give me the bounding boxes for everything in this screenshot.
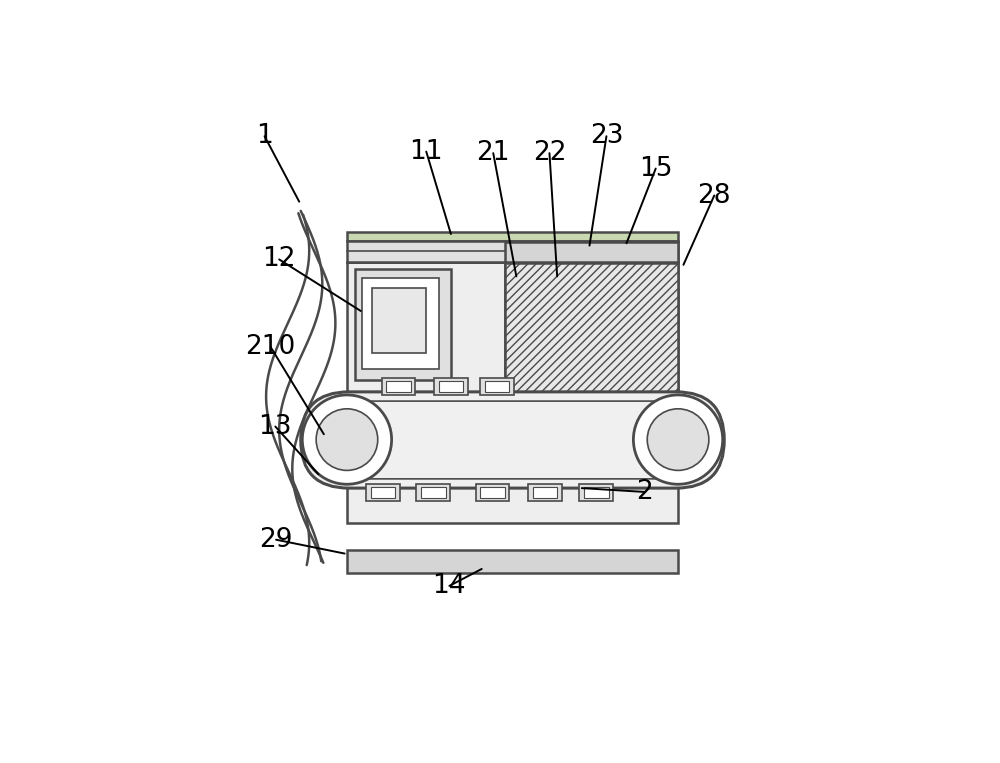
Bar [371, 488, 395, 498]
Circle shape [316, 409, 378, 471]
Bar [372, 288, 426, 353]
Bar [480, 378, 514, 395]
Text: 23: 23 [590, 123, 623, 150]
Bar [362, 278, 439, 369]
FancyBboxPatch shape [301, 392, 724, 488]
Text: 21: 21 [477, 140, 510, 166]
Text: 11: 11 [410, 139, 443, 165]
Text: 28: 28 [697, 182, 731, 208]
Bar [480, 488, 505, 498]
Text: 29: 29 [259, 526, 293, 552]
Bar [347, 549, 678, 573]
Bar [416, 485, 450, 501]
Text: 2: 2 [637, 479, 653, 505]
Bar [355, 269, 451, 380]
Bar [528, 485, 562, 501]
Bar [386, 381, 411, 392]
Bar [439, 381, 463, 392]
Bar [533, 488, 557, 498]
Bar [485, 381, 509, 392]
Bar [347, 241, 678, 262]
Bar [347, 232, 678, 241]
Bar [347, 262, 678, 396]
Text: 210: 210 [246, 334, 296, 360]
Bar [382, 378, 415, 395]
Text: 12: 12 [262, 246, 296, 272]
Bar [347, 485, 678, 523]
Bar [421, 488, 446, 498]
Bar [366, 485, 400, 501]
Text: 14: 14 [433, 573, 466, 599]
Text: 15: 15 [639, 156, 672, 182]
Bar [584, 488, 609, 498]
Text: 13: 13 [259, 414, 292, 439]
Polygon shape [505, 262, 678, 396]
Circle shape [647, 409, 709, 471]
Circle shape [633, 395, 723, 485]
Bar [476, 485, 509, 501]
Text: 1: 1 [256, 123, 273, 150]
Circle shape [302, 395, 392, 485]
Text: 22: 22 [533, 140, 566, 166]
Bar [505, 242, 678, 262]
Bar [434, 378, 468, 395]
Bar [579, 485, 613, 501]
